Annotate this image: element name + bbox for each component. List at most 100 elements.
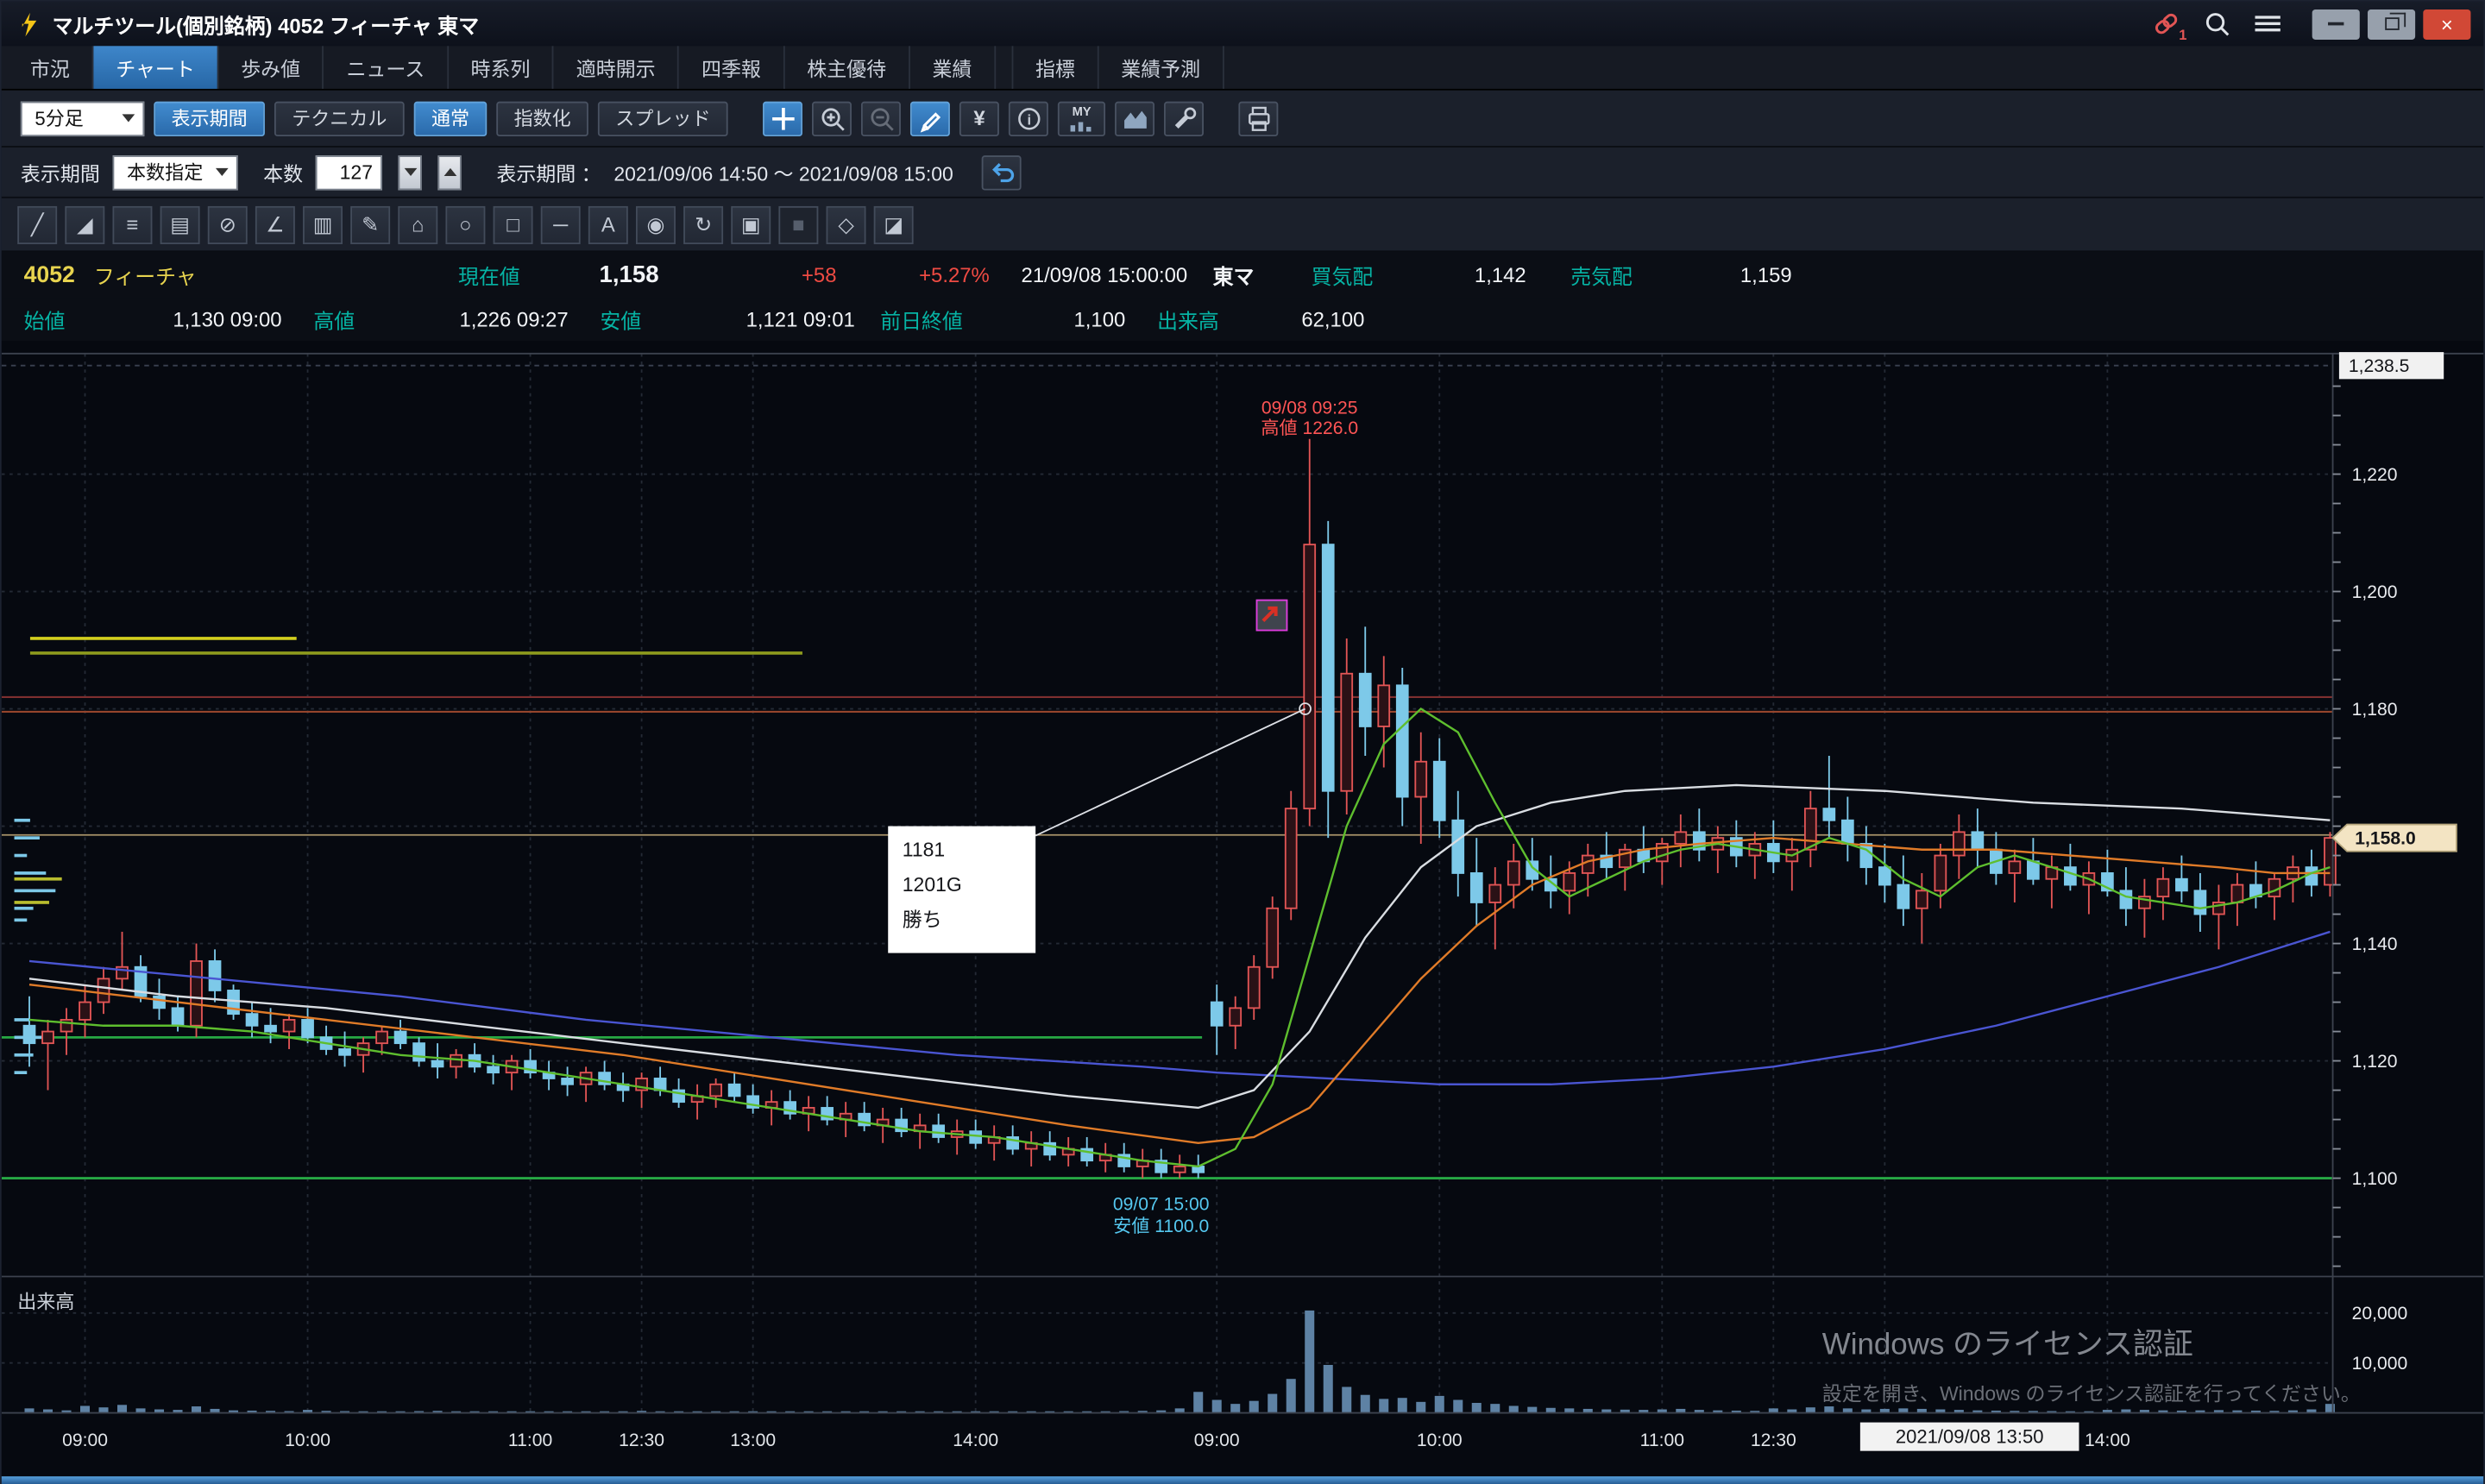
display-period-button[interactable]: 表示期間 <box>154 100 265 136</box>
volume-label: 出来高 <box>1157 309 1219 333</box>
chart-note-box[interactable]: 1181 1201G 勝ち <box>888 826 1036 953</box>
svg-text:10:00: 10:00 <box>285 1431 330 1450</box>
quote-row-primary: 4052 フィーチャ 現在値 1,158 +58 +5.27% 21/09/08… <box>1 252 2484 299</box>
link-count-badge: 1 <box>2179 27 2187 43</box>
indexed-mode-button[interactable]: 指数化 <box>496 100 588 136</box>
tab-item[interactable]: 市況 <box>8 46 94 89</box>
current-price: 1,158 <box>599 261 659 289</box>
count-increment-button[interactable] <box>437 154 462 190</box>
menu-icon[interactable] <box>2247 8 2288 40</box>
zoom-out-button[interactable] <box>861 100 902 136</box>
low-price: 1,121 09:01 <box>746 307 855 332</box>
drawing-toolbar: ╱ ◢ ≡ ▤ ⊘ ∠ ▥ ✎ ⌂ ○ □ ─ A ◉ ↻ ▣ ■ ◇ ◪ <box>1 198 2484 253</box>
settings-wrench-icon[interactable] <box>1164 100 1205 136</box>
prev-close-label: 前日終値 <box>880 309 963 333</box>
quote-row-secondary: 始値 1,130 09:00 高値 1,226 09:27 安値 1,121 0… <box>1 298 2484 342</box>
marker-pen-tool-icon[interactable]: ◢ <box>65 205 105 244</box>
my-chart-button[interactable]: MY <box>1058 100 1106 136</box>
tabbar: 市況 チャート 歩み値 ニュース 時系列 適時開示 四季報 株主優待 業績 指標 業績予測 <box>1 46 2484 91</box>
svg-text:14:00: 14:00 <box>2085 1431 2130 1450</box>
svg-text:12:30: 12:30 <box>619 1431 664 1450</box>
chart-toolbar: 5分足 表示期間 テクニカル 通常 指数化 スプレッド ¥ i MY <box>1 90 2484 148</box>
rectangle-tool-icon[interactable]: □ <box>493 205 533 244</box>
svg-text:1,120: 1,120 <box>2352 1052 2398 1072</box>
minimize-button[interactable] <box>2312 9 2360 40</box>
freehand-draw-tool-icon[interactable]: ✎ <box>350 205 391 244</box>
svg-text:11:00: 11:00 <box>508 1431 552 1450</box>
tab-item[interactable]: 適時開示 <box>554 46 680 89</box>
delete-all-drawings-tool-icon[interactable]: ◪ <box>873 205 914 244</box>
svg-text:1,238.5: 1,238.5 <box>2349 356 2409 376</box>
note-line: 1181 <box>902 839 946 861</box>
crosshair-tool-button[interactable] <box>763 100 803 136</box>
range-caption: 表示期間 ： <box>496 163 601 186</box>
yen-display-button[interactable]: ¥ <box>959 100 1000 136</box>
reset-period-button[interactable] <box>981 154 1022 190</box>
svg-text:1,180: 1,180 <box>2352 700 2398 720</box>
tab-item[interactable]: 業績予測 <box>1098 46 1224 89</box>
ellipse-tool-icon[interactable]: ○ <box>445 205 486 244</box>
svg-text:10,000: 10,000 <box>2352 1354 2408 1374</box>
gann-fan-tool-icon[interactable]: ∠ <box>255 205 295 244</box>
low-label: 安値 <box>600 309 642 333</box>
icon-stamp-tool-icon[interactable]: ◉ <box>635 205 676 244</box>
fill-region-tool-icon[interactable]: ■ <box>778 205 819 244</box>
tab-item[interactable]: 業績 <box>910 46 997 89</box>
technical-button[interactable]: テクニカル <box>274 100 405 136</box>
tab-item[interactable]: 時系列 <box>449 46 555 89</box>
tab-item[interactable]: 指標 <box>1011 46 1099 89</box>
signal-arrow-marker[interactable] <box>1255 599 1288 632</box>
spread-mode-button[interactable]: スプレッド <box>598 100 728 136</box>
bid-label: 買気配 <box>1311 264 1374 289</box>
svg-text:2021/09/08 13:50: 2021/09/08 13:50 <box>1896 1425 2044 1447</box>
window-title: マルチツール(個別銘柄) 4052 フィーチャ 東マ <box>52 13 480 38</box>
draw-mode-button[interactable] <box>910 100 951 136</box>
tab-item[interactable]: 株主優待 <box>785 46 910 89</box>
trendline-tool-icon[interactable]: ╱ <box>17 205 58 244</box>
prev-close: 1,100 <box>1073 307 1126 332</box>
tab-item[interactable]: 歩み値 <box>218 46 324 89</box>
segment-tool-icon[interactable]: ─ <box>540 205 581 244</box>
zoom-in-button[interactable] <box>812 100 852 136</box>
stock-code: 4052 <box>23 262 75 288</box>
chart-style-button[interactable] <box>1115 100 1155 136</box>
stock-name: フィーチャ <box>93 264 197 289</box>
rotate-tool-icon[interactable]: ↻ <box>683 205 724 244</box>
fibonacci-arc-tool-icon[interactable]: ⊘ <box>207 205 248 244</box>
price-change: +58 <box>801 263 837 287</box>
tab-item[interactable]: ニュース <box>324 46 449 89</box>
svg-text:12:30: 12:30 <box>1751 1431 1796 1450</box>
restore-button[interactable] <box>2367 9 2416 40</box>
high-label: 高値 <box>313 309 355 333</box>
count-decrement-button[interactable] <box>398 154 422 190</box>
timeframe-select[interactable]: 5分足 <box>20 100 145 136</box>
bar-count-input[interactable]: 127 <box>315 154 383 190</box>
bar-count-label: 本数 <box>263 163 304 186</box>
volume-value: 62,100 <box>1301 307 1365 332</box>
grid-lines-tool-icon[interactable]: ▤ <box>160 205 200 244</box>
parallel-lines-tool-icon[interactable]: ≡ <box>112 205 153 244</box>
info-button[interactable]: i <box>1009 100 1048 136</box>
copy-tool-icon[interactable]: ▣ <box>731 205 771 244</box>
print-button[interactable] <box>1238 100 1279 136</box>
vertical-lines-tool-icon[interactable]: ▥ <box>303 205 343 244</box>
range-mode-select[interactable]: 本数指定 <box>112 154 238 190</box>
polygon-tool-icon[interactable]: ⌂ <box>398 205 438 244</box>
eraser-tool-icon[interactable]: ◇ <box>826 205 866 244</box>
titlebar: マルチツール(個別銘柄) 4052 フィーチャ 東マ 1 × <box>1 1 2484 47</box>
app-logo-icon <box>15 8 47 40</box>
tab-item[interactable]: 四季報 <box>679 46 785 89</box>
svg-text:10:00: 10:00 <box>1417 1431 1463 1450</box>
tab-item[interactable]: チャート <box>93 46 219 89</box>
svg-text:安値 1100.0: 安値 1100.0 <box>1113 1216 1209 1236</box>
link-icon[interactable]: 1 <box>2146 8 2187 43</box>
svg-text:出来高: 出来高 <box>17 1291 74 1312</box>
text-tool-icon[interactable]: A <box>588 205 628 244</box>
normal-mode-button[interactable]: 通常 <box>413 100 488 136</box>
high-price: 1,226 09:27 <box>459 307 569 332</box>
close-button[interactable]: × <box>2423 9 2471 40</box>
svg-text:11:00: 11:00 <box>1640 1431 1684 1450</box>
search-icon[interactable] <box>2196 8 2237 40</box>
ask-price: 1,159 <box>1740 263 1792 287</box>
